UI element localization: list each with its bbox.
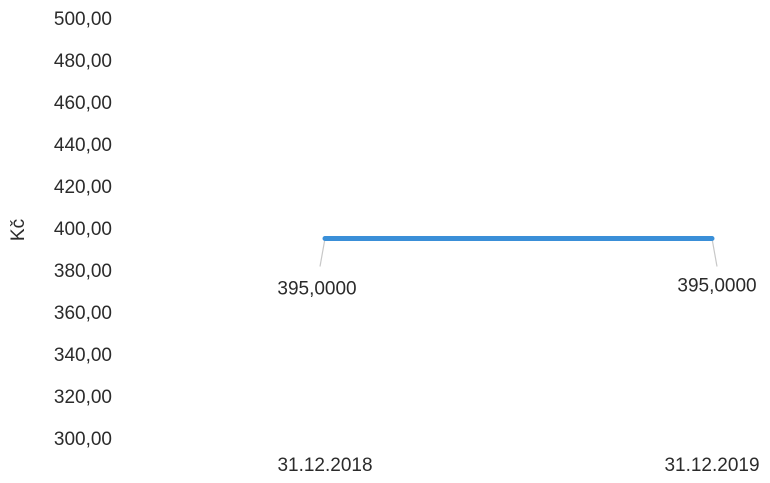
data-label-leader-line [711,238,718,267]
y-tick-label: 460,00 [54,93,112,114]
x-axis-tick-labels: 31.12.2018 31.12.2019 [277,455,759,476]
y-tick-label: 420,00 [54,177,112,198]
y-tick-label: 320,00 [54,387,112,408]
y-tick-label: 500,00 [54,9,112,30]
y-tick-label: 380,00 [54,261,112,282]
y-axis-tick-labels: 500,00 480,00 460,00 440,00 420,00 400,00 380,… [54,9,112,450]
y-tick-label: 360,00 [54,303,112,324]
y-tick-label: 440,00 [54,135,112,156]
y-axis-title: Kč [8,219,29,241]
y-tick-label: 400,00 [54,219,112,240]
data-label: 395,0000 [677,276,756,297]
data-labels: 395,0000 395,0000 [277,276,756,300]
x-tick-label: 31.12.2018 [277,455,372,476]
y-tick-label: 340,00 [54,345,112,366]
series-layer [319,236,718,267]
y-tick-label: 300,00 [54,429,112,450]
y-tick-label: 480,00 [54,51,112,72]
data-label: 395,0000 [277,279,356,300]
x-tick-label: 31.12.2019 [664,455,759,476]
data-label-leader-line [319,238,326,267]
